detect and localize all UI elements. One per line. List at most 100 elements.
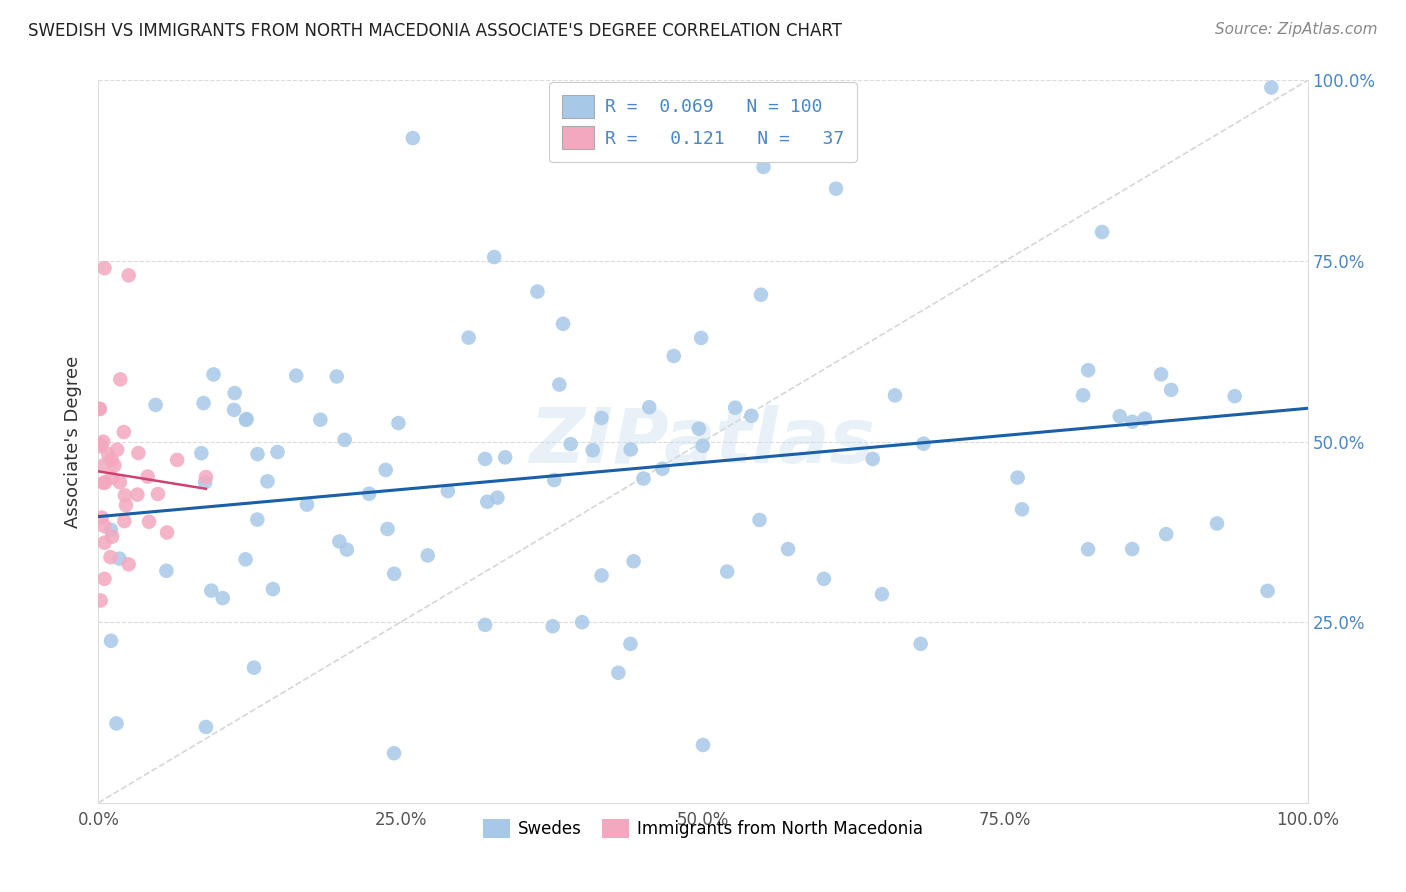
Point [100, 452, 122, 467]
Point [884, 388, 907, 402]
Point [623, 554, 645, 568]
Point [127, 446, 149, 460]
Point [662, 349, 685, 363]
Point [1223, 389, 1246, 403]
Point [90, 593, 112, 607]
Point [211, 591, 233, 606]
Point [474, 618, 496, 632]
Point [382, 566, 405, 581]
Point [690, 331, 713, 345]
Point [912, 436, 935, 450]
Point [100, 633, 122, 648]
Point [193, 396, 215, 410]
Point [156, 525, 179, 540]
Point [494, 450, 516, 465]
Point [114, 488, 136, 502]
Point [262, 582, 284, 596]
Point [416, 549, 439, 563]
Point [89, 402, 111, 417]
Point [146, 487, 169, 501]
Point [90, 510, 112, 524]
Point [620, 442, 643, 457]
Point [633, 472, 655, 486]
Point [89, 401, 111, 416]
Point [93, 261, 115, 276]
Point [560, 437, 582, 451]
Point [243, 660, 266, 674]
Point [166, 453, 188, 467]
Point [1150, 368, 1173, 382]
Point [266, 445, 288, 459]
Point [551, 317, 574, 331]
Point [619, 637, 641, 651]
Point [235, 412, 257, 426]
Point [105, 716, 128, 731]
Point [105, 442, 128, 457]
Point [235, 552, 257, 566]
Point [457, 330, 479, 344]
Point [190, 446, 212, 460]
Text: SWEDISH VS IMMIGRANTS FROM NORTH MACEDONIA ASSOCIATE'S DEGREE CORRELATION CHART: SWEDISH VS IMMIGRANTS FROM NORTH MACEDON… [28, 22, 842, 40]
Point [112, 425, 135, 439]
Point [571, 615, 593, 630]
Point [1077, 542, 1099, 557]
Point [1154, 527, 1177, 541]
Point [377, 522, 399, 536]
Point [607, 665, 630, 680]
Point [748, 513, 770, 527]
Point [541, 619, 564, 633]
Point [93, 475, 115, 490]
Point [825, 182, 848, 196]
Point [862, 452, 884, 467]
Point [1160, 383, 1182, 397]
Point [437, 484, 460, 499]
Point [200, 583, 222, 598]
Point [235, 413, 257, 427]
Point [295, 498, 318, 512]
Point [222, 403, 245, 417]
Point [333, 433, 356, 447]
Point [387, 416, 409, 430]
Point [138, 515, 160, 529]
Point [101, 530, 124, 544]
Point [486, 491, 509, 505]
Point [309, 413, 332, 427]
Point [1007, 470, 1029, 484]
Point [1108, 409, 1130, 424]
Point [155, 564, 177, 578]
Point [1121, 542, 1143, 557]
Point [127, 487, 149, 501]
Point [543, 473, 565, 487]
Point [591, 568, 613, 582]
Point [202, 368, 225, 382]
Point [326, 369, 349, 384]
Point [582, 443, 605, 458]
Point [374, 463, 396, 477]
Point [359, 487, 381, 501]
Point [145, 398, 167, 412]
Point [90, 439, 112, 453]
Point [870, 587, 893, 601]
Point [246, 512, 269, 526]
Y-axis label: Associate's Degree: Associate's Degree [65, 355, 83, 528]
Point [101, 471, 124, 485]
Point [482, 250, 505, 264]
Point [548, 377, 571, 392]
Point [477, 494, 499, 508]
Point [93, 572, 115, 586]
Point [1091, 225, 1114, 239]
Point [91, 434, 114, 449]
Point [93, 519, 115, 533]
Point [136, 469, 159, 483]
Point [118, 558, 141, 572]
Point [1077, 363, 1099, 377]
Point [108, 551, 131, 566]
Point [724, 401, 747, 415]
Point [246, 447, 269, 461]
Text: ZIPatlas: ZIPatlas [530, 405, 876, 478]
Point [688, 422, 710, 436]
Point [97, 447, 120, 461]
Point [776, 542, 799, 557]
Point [1121, 415, 1143, 429]
Point [94, 475, 117, 490]
